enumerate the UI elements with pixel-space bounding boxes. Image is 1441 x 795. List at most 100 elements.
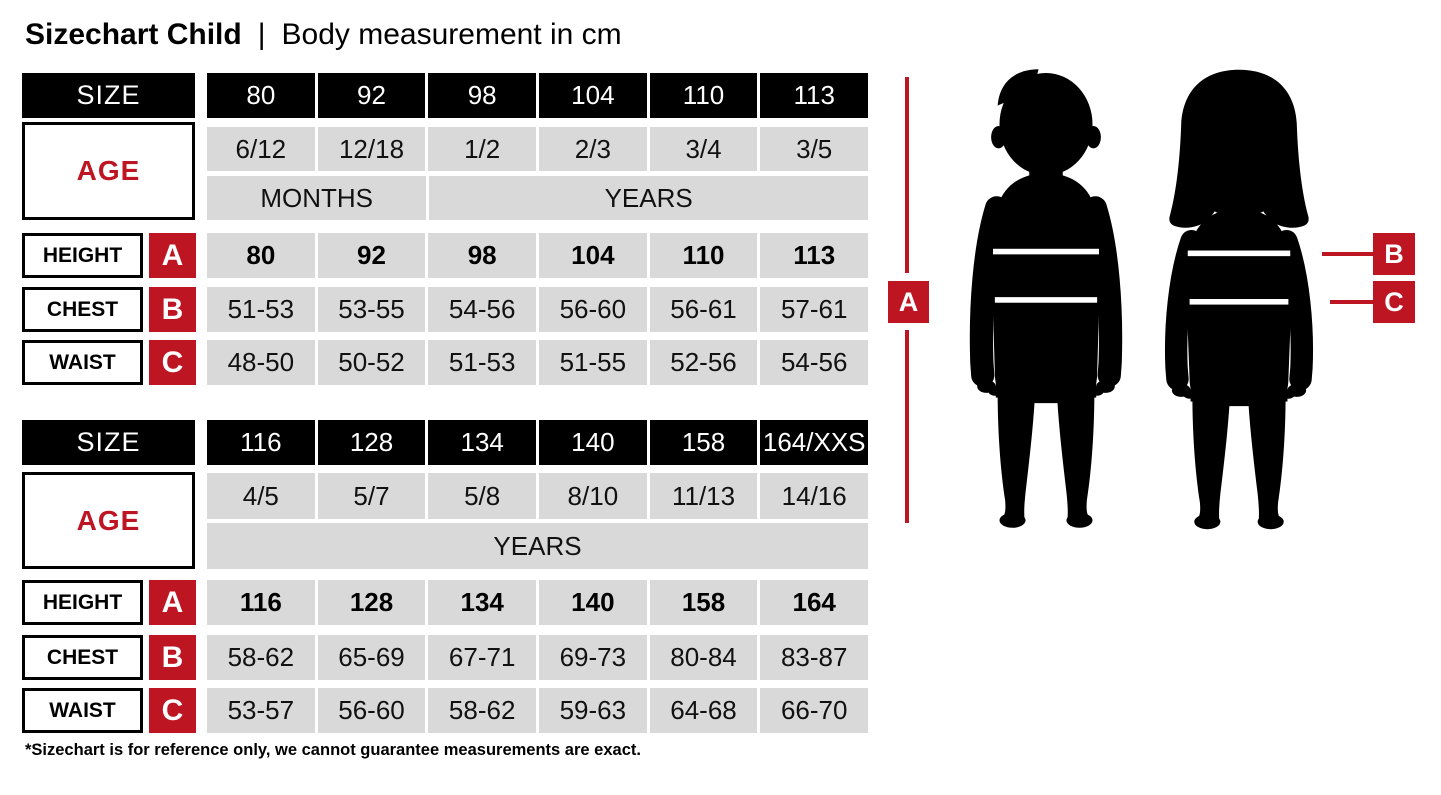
table-cell: 164/XXS xyxy=(760,420,869,465)
table-cell: 80-84 xyxy=(649,635,758,680)
height-line-top xyxy=(905,77,909,273)
marker-c-badge: C xyxy=(149,688,196,733)
table-cell: 48-50 xyxy=(207,340,315,385)
waist-label: WAIST xyxy=(22,340,143,385)
table-cell: 51-55 xyxy=(539,340,647,385)
age-unit-row: YEARS xyxy=(207,523,868,569)
title-separator: | xyxy=(257,18,266,51)
age-block: AGE 6/12 12/18 1/2 2/3 3/4 3/5 MONTHS YEARS xyxy=(22,122,869,220)
table-cell: 56-60 xyxy=(317,688,426,733)
chest-values: 51-53 53-55 54-56 56-60 56-61 57-61 xyxy=(207,287,869,332)
table-cell: 51-53 xyxy=(207,287,315,332)
table-cell: 5/7 xyxy=(317,473,426,519)
table-cell: 69-73 xyxy=(539,635,647,680)
footnote: *Sizechart is for reference only, we can… xyxy=(25,741,641,759)
title-text: Sizechart Child xyxy=(25,18,242,51)
table-cell: 134 xyxy=(428,420,537,465)
height-label: HEIGHT xyxy=(22,580,143,625)
table-cell: 113 xyxy=(760,233,869,278)
boy-waist-line xyxy=(994,297,1098,303)
table-cell: 56-60 xyxy=(539,287,647,332)
table-cell: 58-62 xyxy=(428,688,537,733)
table-cell: 104 xyxy=(539,233,647,278)
height-line-bottom xyxy=(905,330,909,523)
age-values-area: 4/5 5/7 5/8 8/10 11/13 14/16 YEARS xyxy=(207,472,869,569)
table-cell: 1/2 xyxy=(428,127,537,171)
chest-label: CHEST xyxy=(22,635,143,680)
waist-row: WAIST C 48-50 50-52 51-53 51-55 52-56 54-56 xyxy=(22,340,869,385)
marker-b-badge: B xyxy=(149,287,196,332)
table-cell: 80 xyxy=(207,233,315,278)
table-cell: 54-56 xyxy=(760,340,869,385)
table-cell: 56-61 xyxy=(649,287,758,332)
table-cell: 110 xyxy=(649,233,758,278)
table-cell: 128 xyxy=(317,420,426,465)
table-cell: MONTHS xyxy=(207,176,427,220)
table-cell: YEARS xyxy=(429,176,868,220)
chest-label: CHEST xyxy=(22,287,143,332)
height-values: 116 128 134 140 158 164 xyxy=(207,580,869,625)
marker-b-badge: B xyxy=(149,635,196,680)
table-cell: 57-61 xyxy=(760,287,869,332)
table-cell: 116 xyxy=(207,420,315,465)
table-cell: 110 xyxy=(649,73,758,118)
table-cell: 128 xyxy=(317,580,426,625)
table-cell: 3/5 xyxy=(760,127,869,171)
table-cell: 3/4 xyxy=(649,127,758,171)
table-cell: 14/16 xyxy=(760,473,869,519)
table-cell: 53-57 xyxy=(207,688,315,733)
table-cell: 58-62 xyxy=(207,635,315,680)
age-values: 4/5 5/7 5/8 8/10 11/13 14/16 xyxy=(207,473,869,519)
table-cell: 164 xyxy=(760,580,869,625)
boy-silhouette xyxy=(969,69,1123,528)
size-row: SIZE 80 92 98 104 110 113 xyxy=(22,73,869,118)
table-cell: 92 xyxy=(317,73,426,118)
size-values: 80 92 98 104 110 113 xyxy=(207,73,869,118)
girl-waist-line xyxy=(1189,299,1289,305)
chest-callout-line xyxy=(1322,252,1375,256)
size-table-small: SIZE 80 92 98 104 110 113 AGE 6/12 12/18 1/2 2/3… xyxy=(22,73,869,385)
waist-callout-line xyxy=(1330,300,1375,304)
table-cell: 12/18 xyxy=(317,127,426,171)
age-unit-row: MONTHS YEARS xyxy=(207,176,868,220)
size-header-label: SIZE xyxy=(22,420,195,465)
size-header-label: SIZE xyxy=(22,73,195,118)
table-cell: 11/13 xyxy=(649,473,758,519)
boy-chest-line xyxy=(992,248,1100,255)
table-cell: 80 xyxy=(207,73,315,118)
marker-c-badge: C xyxy=(149,340,196,385)
chest-row: CHEST B 58-62 65-69 67-71 69-73 80-84 83-87 xyxy=(22,635,869,680)
age-header-label: AGE xyxy=(76,155,141,186)
waist-label: WAIST xyxy=(22,688,143,733)
table-cell: 54-56 xyxy=(428,287,537,332)
age-header-box: AGE xyxy=(22,472,195,569)
figure-marker-b-badge: B xyxy=(1373,233,1415,275)
size-values: 116 128 134 140 158 164/XXS xyxy=(207,420,869,465)
table-cell: 67-71 xyxy=(428,635,537,680)
table-cell: 83-87 xyxy=(760,635,869,680)
table-cell: 6/12 xyxy=(207,127,315,171)
table-cell: 50-52 xyxy=(317,340,426,385)
height-label: HEIGHT xyxy=(22,233,143,278)
table-cell: 66-70 xyxy=(760,688,869,733)
table-cell: 134 xyxy=(428,580,537,625)
table-cell: 8/10 xyxy=(539,473,647,519)
age-block: AGE 4/5 5/7 5/8 8/10 11/13 14/16 YEARS xyxy=(22,472,869,569)
height-row: HEIGHT A 116 128 134 140 158 164 xyxy=(22,580,869,625)
subtitle-text: Body measurement in cm xyxy=(281,18,622,51)
table-cell: 113 xyxy=(760,73,869,118)
waist-row: WAIST C 53-57 56-60 58-62 59-63 64-68 66-70 xyxy=(22,688,869,733)
table-cell: 140 xyxy=(539,580,647,625)
table-cell: 5/8 xyxy=(428,473,537,519)
figure-marker-c-badge: C xyxy=(1373,281,1415,323)
marker-a-badge: A xyxy=(149,233,196,278)
table-cell: 65-69 xyxy=(317,635,426,680)
table-cell: 104 xyxy=(539,73,647,118)
marker-a-badge: A xyxy=(149,580,196,625)
table-cell: 52-56 xyxy=(649,340,758,385)
table-cell: 140 xyxy=(539,420,647,465)
height-values: 80 92 98 104 110 113 xyxy=(207,233,869,278)
figure-marker-a-badge: A xyxy=(888,281,929,323)
age-header-label: AGE xyxy=(76,504,141,536)
age-values: 6/12 12/18 1/2 2/3 3/4 3/5 xyxy=(207,127,869,171)
